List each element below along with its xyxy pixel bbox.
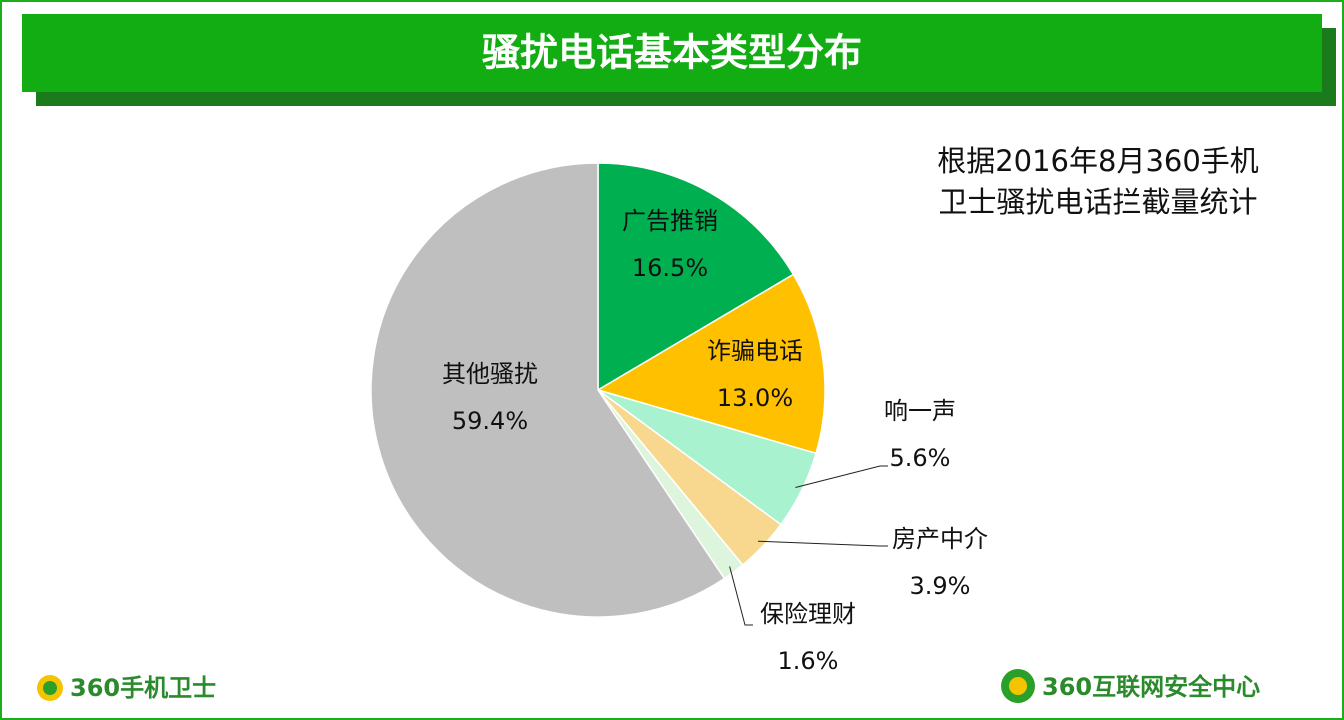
- pie-slice: [596, 273, 826, 455]
- value-label: 59.4%: [452, 407, 528, 435]
- slice-label: 保险理财: [760, 600, 856, 628]
- leader-line: [729, 566, 753, 626]
- leader-line: [758, 540, 888, 547]
- value-label: 5.6%: [890, 444, 951, 472]
- value-label: 3.9%: [910, 572, 971, 600]
- logo-left: 360手机卫士: [37, 674, 216, 702]
- leader-line: [795, 465, 888, 488]
- banner: [22, 14, 1322, 92]
- logo-icon: [1009, 677, 1027, 695]
- subtitle: 卫士骚扰电话拦截量统计: [938, 185, 1257, 219]
- slice-label: 房产中介: [892, 525, 988, 553]
- pie-slice: [597, 162, 795, 392]
- slice-label: 诈骗电话: [707, 337, 803, 365]
- logo-icon: [43, 681, 57, 695]
- logo-text: 360手机卫士: [70, 674, 216, 702]
- logo-right: 360互联网安全中心: [1001, 669, 1260, 703]
- logo-text: 360互联网安全中心: [1042, 673, 1260, 701]
- subtitle: 根据2016年8月360手机: [937, 144, 1259, 178]
- value-label: 16.5%: [632, 254, 708, 282]
- value-label: 1.6%: [778, 647, 839, 675]
- slice-label: 广告推销: [622, 207, 718, 235]
- slice-label: 其他骚扰: [442, 360, 538, 388]
- slice-label: 响一声: [884, 397, 956, 425]
- pie-slice: [370, 162, 726, 618]
- chart-title: 骚扰电话基本类型分布: [482, 31, 862, 75]
- value-label: 13.0%: [717, 384, 793, 412]
